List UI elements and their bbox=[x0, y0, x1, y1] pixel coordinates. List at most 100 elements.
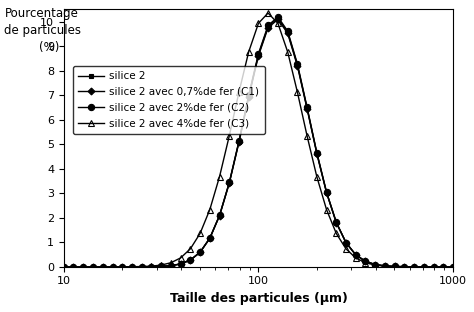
silice 2 bbox=[314, 151, 319, 155]
silice 2 bbox=[255, 53, 261, 56]
silice 2 avec 4%de fer (C3) bbox=[294, 90, 300, 94]
silice 2 avec 0,7%de fer (C1) bbox=[255, 54, 261, 58]
silice 2 avec 2%de fer (C2) bbox=[294, 62, 300, 66]
silice 2 avec 4%de fer (C3) bbox=[100, 265, 105, 269]
silice 2 avec 4%de fer (C3) bbox=[217, 175, 222, 178]
silice 2 bbox=[440, 265, 446, 269]
silice 2 avec 2%de fer (C2) bbox=[255, 52, 261, 56]
silice 2 avec 2%de fer (C2) bbox=[373, 263, 378, 266]
silice 2 bbox=[334, 221, 339, 224]
silice 2 avec 2%de fer (C2) bbox=[265, 24, 271, 27]
silice 2 avec 2%de fer (C2) bbox=[90, 265, 96, 269]
silice 2 avec 0,7%de fer (C1) bbox=[314, 152, 319, 156]
silice 2 avec 0,7%de fer (C1) bbox=[168, 264, 174, 268]
silice 2 avec 0,7%de fer (C1) bbox=[129, 265, 135, 269]
silice 2 avec 2%de fer (C2) bbox=[119, 265, 125, 269]
silice 2 avec 2%de fer (C2) bbox=[129, 265, 135, 269]
silice 2 bbox=[197, 251, 203, 254]
silice 2 avec 0,7%de fer (C1) bbox=[265, 26, 271, 30]
silice 2 avec 0,7%de fer (C1) bbox=[411, 265, 417, 269]
silice 2 bbox=[246, 94, 252, 98]
silice 2 avec 4%de fer (C3) bbox=[285, 50, 291, 54]
silice 2 avec 0,7%de fer (C1) bbox=[431, 265, 437, 269]
silice 2 avec 0,7%de fer (C1) bbox=[81, 265, 86, 269]
silice 2 avec 0,7%de fer (C1) bbox=[71, 265, 76, 269]
silice 2 avec 0,7%de fer (C1) bbox=[227, 181, 232, 185]
silice 2 avec 0,7%de fer (C1) bbox=[197, 251, 203, 254]
silice 2 avec 4%de fer (C3) bbox=[275, 22, 281, 25]
silice 2 bbox=[100, 265, 105, 269]
silice 2 avec 4%de fer (C3) bbox=[334, 232, 339, 235]
silice 2 avec 2%de fer (C2) bbox=[314, 151, 319, 154]
silice 2 avec 4%de fer (C3) bbox=[119, 265, 125, 269]
silice 2 avec 4%de fer (C3) bbox=[246, 50, 252, 54]
silice 2 avec 0,7%de fer (C1) bbox=[334, 221, 339, 225]
silice 2 avec 4%de fer (C3) bbox=[207, 208, 213, 212]
silice 2 avec 4%de fer (C3) bbox=[363, 261, 368, 265]
silice 2 avec 0,7%de fer (C1) bbox=[246, 95, 252, 99]
silice 2 avec 0,7%de fer (C1) bbox=[100, 265, 105, 269]
silice 2 avec 2%de fer (C2) bbox=[363, 260, 368, 263]
silice 2 avec 4%de fer (C3) bbox=[168, 261, 174, 265]
silice 2 bbox=[294, 63, 300, 67]
silice 2 avec 0,7%de fer (C1) bbox=[353, 253, 359, 257]
silice 2 avec 0,7%de fer (C1) bbox=[401, 265, 407, 269]
silice 2 avec 4%de fer (C3) bbox=[188, 247, 193, 251]
silice 2 avec 4%de fer (C3) bbox=[71, 265, 76, 269]
silice 2 bbox=[158, 265, 164, 268]
silice 2 bbox=[353, 253, 359, 257]
silice 2 bbox=[90, 265, 96, 269]
silice 2 bbox=[304, 106, 310, 110]
silice 2 avec 2%de fer (C2) bbox=[440, 265, 446, 269]
silice 2 bbox=[343, 241, 349, 245]
silice 2 avec 4%de fer (C3) bbox=[343, 247, 349, 251]
silice 2 avec 4%de fer (C3) bbox=[314, 175, 319, 178]
silice 2 avec 2%de fer (C2) bbox=[149, 265, 155, 269]
silice 2 bbox=[207, 236, 213, 240]
silice 2 avec 2%de fer (C2) bbox=[61, 265, 67, 269]
silice 2 avec 0,7%de fer (C1) bbox=[440, 265, 446, 269]
silice 2 avec 4%de fer (C3) bbox=[227, 134, 232, 138]
silice 2 avec 4%de fer (C3) bbox=[265, 11, 271, 15]
silice 2 avec 2%de fer (C2) bbox=[353, 253, 359, 257]
silice 2 avec 4%de fer (C3) bbox=[304, 134, 310, 138]
silice 2 avec 4%de fer (C3) bbox=[110, 265, 116, 269]
silice 2 avec 2%de fer (C2) bbox=[431, 265, 437, 269]
silice 2 avec 4%de fer (C3) bbox=[90, 265, 96, 269]
silice 2 avec 4%de fer (C3) bbox=[392, 265, 398, 268]
silice 2 avec 2%de fer (C2) bbox=[343, 241, 349, 244]
silice 2 avec 2%de fer (C2) bbox=[227, 181, 232, 184]
silice 2 avec 4%de fer (C3) bbox=[382, 264, 388, 268]
silice 2 avec 0,7%de fer (C1) bbox=[421, 265, 427, 269]
silice 2 avec 0,7%de fer (C1) bbox=[275, 17, 281, 21]
silice 2 avec 0,7%de fer (C1) bbox=[149, 265, 155, 269]
silice 2 bbox=[217, 214, 222, 217]
Line: silice 2 avec 0,7%de fer (C1): silice 2 avec 0,7%de fer (C1) bbox=[62, 17, 456, 269]
Line: silice 2 avec 4%de fer (C3): silice 2 avec 4%de fer (C3) bbox=[60, 10, 456, 270]
silice 2 avec 4%de fer (C3) bbox=[324, 208, 329, 212]
silice 2 avec 2%de fer (C2) bbox=[197, 250, 203, 254]
silice 2 avec 4%de fer (C3) bbox=[373, 263, 378, 267]
silice 2 avec 2%de fer (C2) bbox=[450, 265, 456, 269]
silice 2 bbox=[61, 265, 67, 269]
silice 2 avec 2%de fer (C2) bbox=[100, 265, 105, 269]
silice 2 avec 4%de fer (C3) bbox=[158, 263, 164, 267]
silice 2 avec 4%de fer (C3) bbox=[61, 265, 67, 269]
silice 2 avec 0,7%de fer (C1) bbox=[188, 258, 193, 262]
silice 2 avec 0,7%de fer (C1) bbox=[217, 214, 222, 217]
silice 2 avec 0,7%de fer (C1) bbox=[285, 32, 291, 35]
silice 2 avec 0,7%de fer (C1) bbox=[373, 263, 378, 266]
silice 2 bbox=[188, 258, 193, 262]
silice 2 bbox=[392, 265, 398, 268]
silice 2 avec 0,7%de fer (C1) bbox=[61, 265, 67, 269]
silice 2 bbox=[139, 265, 145, 269]
silice 2 bbox=[168, 264, 174, 268]
silice 2 avec 4%de fer (C3) bbox=[440, 265, 446, 269]
silice 2 avec 2%de fer (C2) bbox=[334, 221, 339, 224]
silice 2 avec 0,7%de fer (C1) bbox=[158, 265, 164, 268]
silice 2 bbox=[363, 260, 368, 263]
Line: silice 2 avec 2%de fer (C2): silice 2 avec 2%de fer (C2) bbox=[61, 14, 456, 270]
silice 2 bbox=[178, 262, 183, 266]
silice 2 bbox=[71, 265, 76, 269]
silice 2 avec 2%de fer (C2) bbox=[324, 190, 329, 194]
